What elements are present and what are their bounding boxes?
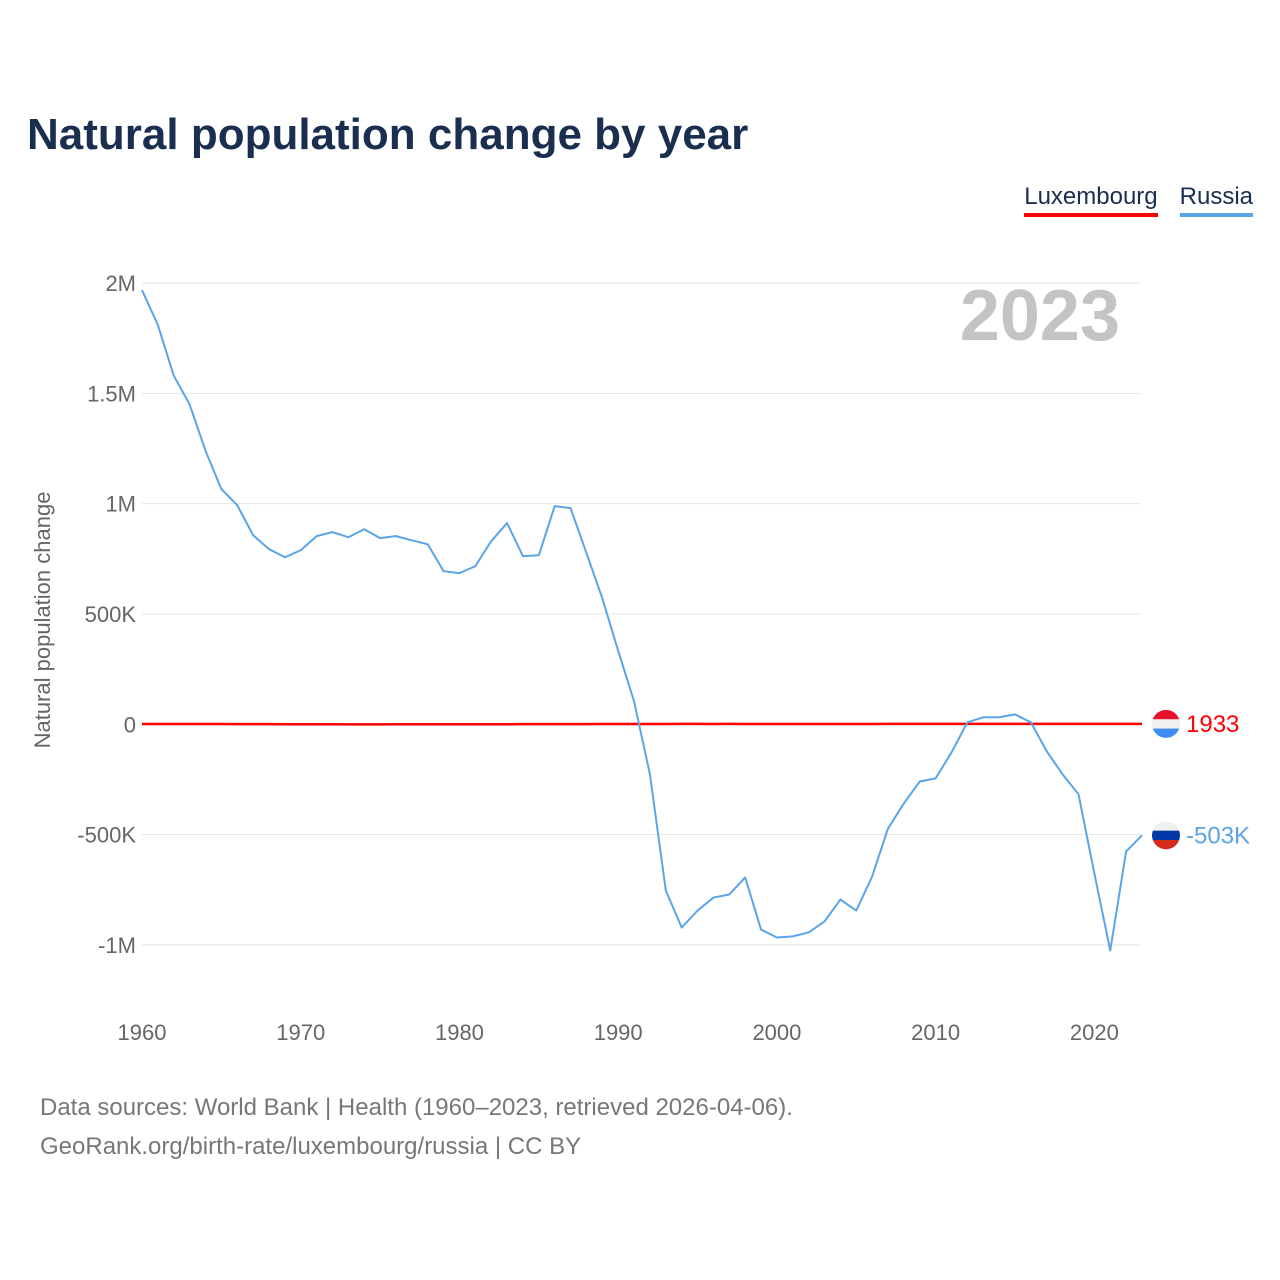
legend-luxembourg[interactable]: Luxembourg <box>1024 183 1158 217</box>
x-tick-label: 2000 <box>752 1020 801 1045</box>
legend: Luxembourg Russia <box>1024 183 1253 217</box>
year-watermark: 2023 <box>960 276 1120 356</box>
source-line-1: Data sources: World Bank | Health (1960–… <box>40 1094 793 1121</box>
x-tick-label: 2010 <box>911 1020 960 1045</box>
source-line-2[interactable]: GeoRank.org/birth-rate/luxembourg/russia… <box>40 1133 582 1160</box>
legend-russia[interactable]: Russia <box>1179 183 1253 217</box>
y-axis-label: Natural population change <box>30 492 55 749</box>
x-tick-label: 1960 <box>118 1020 167 1045</box>
luxembourg-flag-icon <box>1152 709 1180 738</box>
chart-title: Natural population change by year <box>27 110 749 159</box>
y-tick-label: 2M <box>105 271 136 296</box>
y-tick-label: -1M <box>98 933 136 958</box>
y-tick-label: 500K <box>85 602 137 627</box>
end-value-label-russia: -503K <box>1186 822 1250 849</box>
series-line-luxembourg <box>141 722 1143 726</box>
x-tick-label: 1990 <box>594 1020 643 1045</box>
y-tick-label: 0 <box>124 712 136 737</box>
series-line-russia <box>141 289 1143 952</box>
y-tick-label: 1.5M <box>87 381 136 406</box>
end-value-label-luxembourg: 1933 <box>1186 711 1239 738</box>
source-note: Data sources: World Bank | Health (1960–… <box>40 1088 793 1166</box>
russia-flag-icon <box>1152 821 1180 850</box>
y-tick-label: -500K <box>77 823 136 848</box>
x-tick-label: 2020 <box>1070 1020 1119 1045</box>
y-tick-label: 1M <box>105 492 136 517</box>
x-tick-label: 1980 <box>435 1020 484 1045</box>
x-tick-label: 1970 <box>276 1020 325 1045</box>
